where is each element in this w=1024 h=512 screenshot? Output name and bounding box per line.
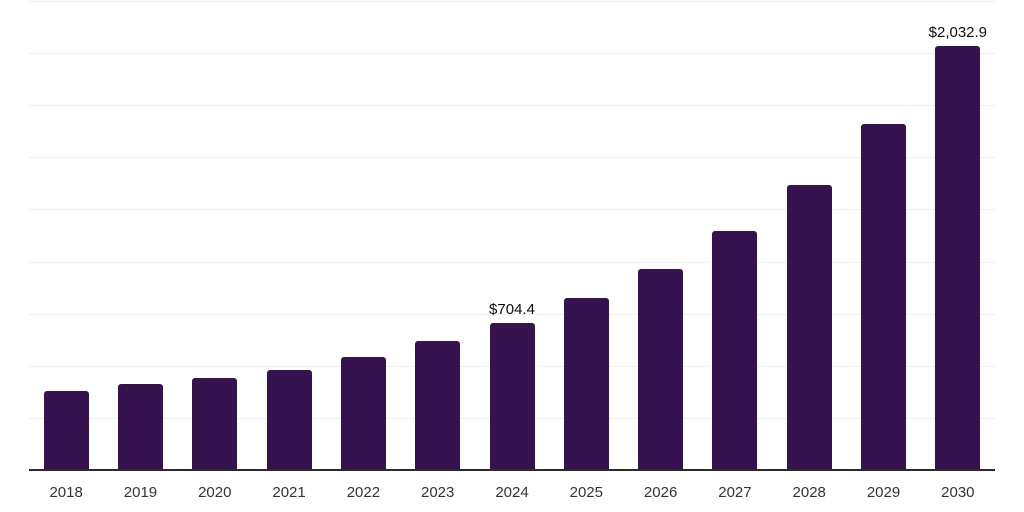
- bar-2024: [489, 323, 535, 470]
- x-tick-label-2025: 2025: [569, 484, 603, 501]
- x-tick-label-2021: 2021: [272, 484, 306, 501]
- bar-2025: [563, 298, 609, 470]
- x-tick-label-2022: 2022: [346, 484, 381, 501]
- bar-2026: [638, 268, 684, 470]
- value-label-2030: $2,032.9: [928, 24, 988, 42]
- x-tick-label-2019: 2019: [123, 484, 158, 501]
- x-tick-label-2030: 2030: [941, 484, 975, 501]
- bar-2027: [712, 231, 758, 470]
- x-tick-label-2029: 2029: [866, 484, 901, 501]
- x-tick-label-2027: 2027: [718, 484, 752, 501]
- bar-2019: [117, 383, 163, 470]
- gridline-1000: [29, 261, 995, 263]
- gridline-2250: [29, 1, 995, 2]
- x-tick-label-2020: 2020: [198, 484, 232, 501]
- gridline-1500: [29, 157, 995, 159]
- x-tick-label-2023: 2023: [421, 484, 455, 501]
- gridline-2000: [29, 53, 995, 55]
- x-axis-line: [29, 469, 995, 471]
- x-tick-label-2018: 2018: [49, 484, 83, 501]
- bar-2030: [935, 46, 981, 470]
- bar-2023: [415, 341, 461, 470]
- bar-2022: [340, 356, 386, 470]
- x-tick-label-2026: 2026: [643, 484, 678, 501]
- bar-2018: [43, 390, 89, 470]
- bar-2028: [786, 184, 832, 470]
- gridline-1250: [29, 209, 995, 211]
- bar-2020: [192, 378, 238, 470]
- gridline-750: [29, 313, 995, 315]
- value-label-2024: $704.4: [489, 301, 535, 319]
- bar-2029: [861, 123, 907, 470]
- bar-2021: [266, 370, 312, 470]
- x-tick-label-2028: 2028: [792, 484, 826, 501]
- x-tick-label-2024: 2024: [495, 484, 529, 501]
- gridline-1750: [29, 105, 995, 107]
